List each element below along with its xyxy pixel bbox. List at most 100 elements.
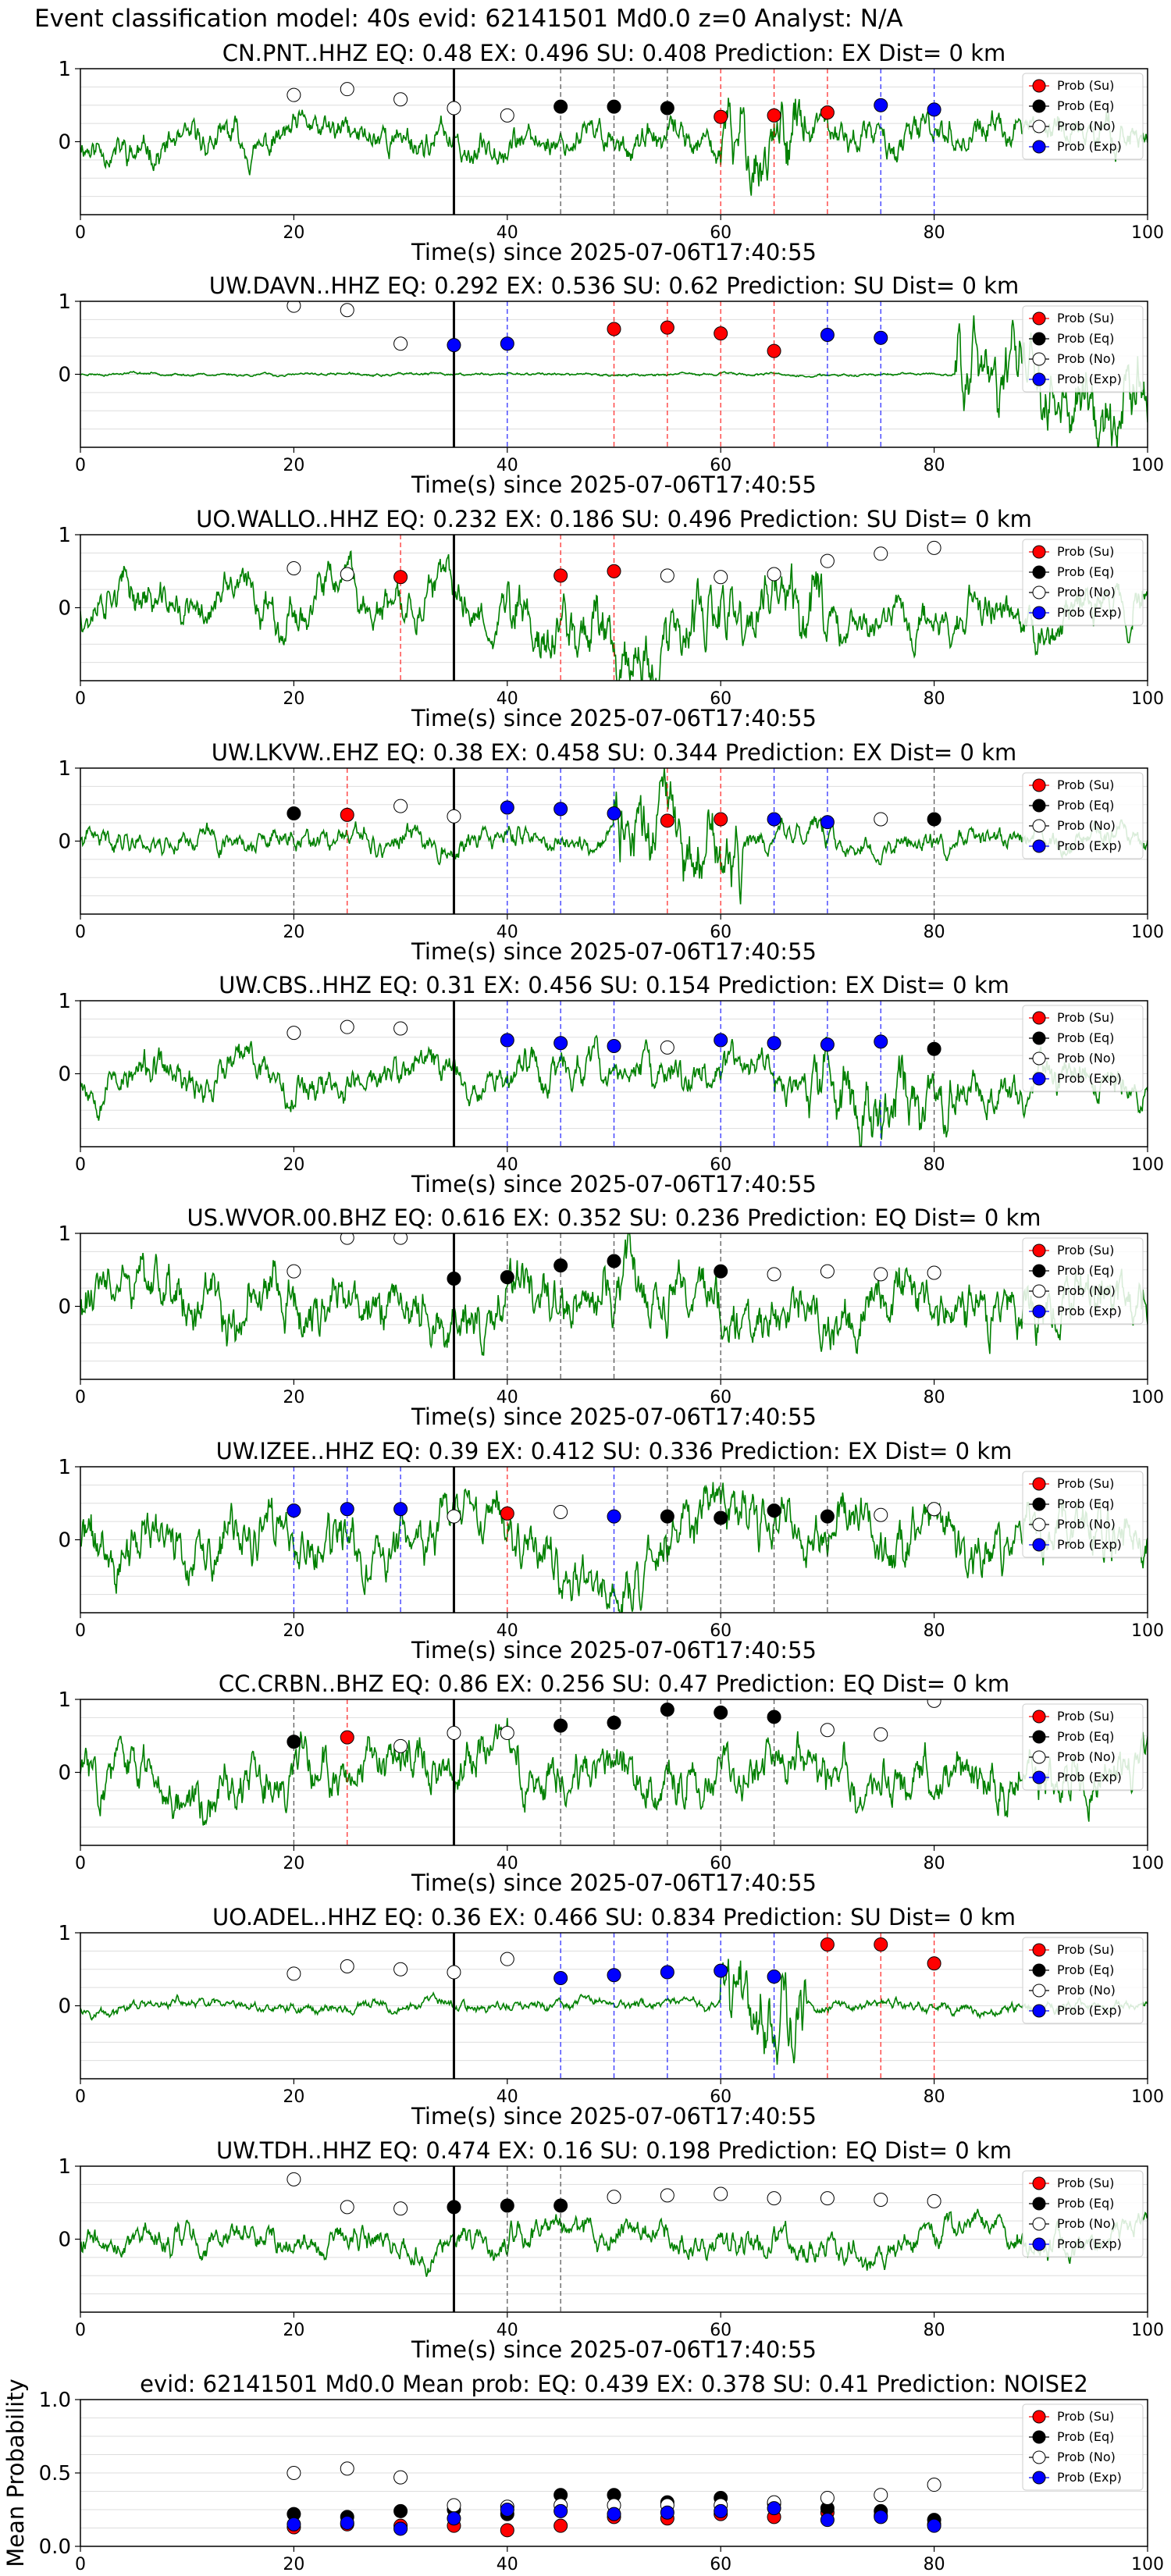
plot-area — [80, 535, 1148, 681]
prob-marker-eq — [287, 806, 301, 820]
x-tick-label: 40 — [497, 1155, 518, 1175]
legend-marker — [1032, 545, 1046, 559]
x-tick-label: 40 — [497, 223, 518, 243]
legend-marker — [1032, 778, 1046, 792]
prob-marker-su — [660, 813, 674, 828]
prob-marker-exp — [820, 1037, 835, 1052]
legend-box — [1022, 539, 1144, 626]
prob-marker-exp — [927, 102, 941, 117]
x-axis-label: Time(s) since 2025-07-06T17:40:55 — [411, 239, 817, 265]
prob-marker-exp — [553, 1970, 568, 1985]
plot-area — [80, 1699, 1148, 1845]
x-tick-label: 60 — [710, 923, 731, 942]
legend-label: Prob (Eq) — [1057, 1962, 1114, 1977]
prob-marker-no — [820, 553, 835, 568]
prob-marker-exp — [607, 1509, 621, 1524]
x-tick-label: 100 — [1131, 1621, 1164, 1641]
prob-marker-no — [340, 567, 354, 582]
prob-marker-exp — [607, 1968, 621, 1983]
panel-title: CN.PNT..HHZ EQ: 0.48 EX: 0.496 SU: 0.408… — [222, 40, 1006, 66]
x-tick-label: 0 — [75, 456, 86, 475]
legend-label: Prob (Su) — [1057, 777, 1114, 792]
x-tick-label: 80 — [924, 456, 945, 475]
legend-label: Prob (No) — [1057, 351, 1116, 366]
station-panel: CN.PNT..HHZ EQ: 0.48 EX: 0.496 SU: 0.408… — [58, 40, 1164, 265]
prob-marker-no — [660, 2188, 674, 2203]
legend-label: Prob (Exp) — [1057, 2470, 1122, 2485]
prob-marker-no — [340, 1019, 354, 1034]
legend-label: Prob (Exp) — [1057, 1770, 1122, 1784]
legend-marker — [1032, 372, 1046, 386]
axes-frame — [80, 1932, 1148, 2080]
prob-marker-eq — [447, 1271, 461, 1286]
y-tick-label: 1 — [58, 290, 71, 314]
prob-marker-no — [287, 1026, 301, 1041]
prob-marker-no — [714, 570, 728, 585]
x-tick-label: 0 — [75, 2555, 86, 2574]
legend-marker — [1032, 2430, 1046, 2444]
x-tick-label: 100 — [1131, 456, 1164, 475]
prob-marker-eq — [607, 1254, 621, 1268]
legend-marker — [1032, 1304, 1046, 1318]
station-panel: UW.CBS..HHZ EQ: 0.31 EX: 0.456 SU: 0.154… — [58, 972, 1164, 1197]
prob-marker-eq — [660, 1509, 674, 1524]
mean-marker-exp — [714, 2503, 728, 2518]
station-panel: UW.DAVN..HHZ EQ: 0.292 EX: 0.536 SU: 0.6… — [58, 272, 1164, 498]
y-tick-label: 1.0 — [39, 2389, 71, 2412]
legend-label: Prob (Eq) — [1057, 1263, 1114, 1278]
x-tick-label: 40 — [497, 1854, 518, 1873]
mean-marker-exp — [553, 2503, 568, 2518]
x-tick-label: 100 — [1131, 2087, 1164, 2107]
legend-marker — [1032, 311, 1046, 326]
legend-marker — [1032, 799, 1046, 813]
x-tick-label: 20 — [283, 2555, 304, 2574]
prob-marker-su — [927, 1956, 941, 1971]
prob-marker-eq — [553, 1718, 568, 1733]
y-tick-label: 0 — [58, 1995, 71, 2019]
prob-marker-eq — [714, 1264, 728, 1279]
legend-label: Prob (Eq) — [1057, 1729, 1114, 1744]
prob-marker-no — [607, 2190, 621, 2204]
prob-marker-exp — [500, 336, 514, 351]
legend-label: Prob (Exp) — [1057, 2236, 1122, 2251]
x-tick-label: 60 — [710, 1621, 731, 1641]
x-tick-label: 60 — [710, 1388, 731, 1407]
x-tick-label: 40 — [497, 689, 518, 709]
prob-marker-no — [874, 1507, 888, 1522]
x-tick-label: 60 — [710, 2321, 731, 2340]
prob-marker-exp — [287, 1503, 301, 1518]
x-tick-label: 80 — [924, 1155, 945, 1175]
x-tick-label: 20 — [283, 2087, 304, 2107]
prob-marker-eq — [500, 2198, 514, 2213]
station-panel: UW.IZEE..HHZ EQ: 0.39 EX: 0.412 SU: 0.33… — [58, 1438, 1164, 1663]
axes-frame — [80, 767, 1148, 915]
prob-marker-eq — [927, 812, 941, 827]
x-tick-label: 100 — [1131, 923, 1164, 942]
mean-marker-exp — [660, 2505, 674, 2520]
legend-label: Prob (Su) — [1057, 311, 1114, 326]
prob-marker-su — [714, 109, 728, 124]
x-tick-label: 20 — [283, 456, 304, 475]
x-tick-label: 40 — [497, 923, 518, 942]
legend-marker — [1032, 606, 1046, 620]
legend-marker — [1032, 79, 1046, 93]
prob-marker-no — [287, 1264, 301, 1279]
mean-marker-exp — [447, 2511, 461, 2526]
x-tick-label: 0 — [75, 2321, 86, 2340]
y-tick-label: 0 — [58, 597, 71, 621]
prob-marker-exp — [500, 1033, 514, 1048]
legend-marker — [1032, 1244, 1046, 1258]
legend-marker — [1032, 565, 1046, 579]
y-tick-label: 0 — [58, 364, 71, 387]
x-tick-label: 80 — [924, 1388, 945, 1407]
mean-marker-exp — [393, 2521, 408, 2536]
x-tick-label: 60 — [710, 1854, 731, 1873]
x-tick-label: 0 — [75, 1155, 86, 1175]
mean-marker-no — [340, 2461, 354, 2476]
y-tick-label: 0 — [58, 1063, 71, 1087]
x-tick-label: 60 — [710, 223, 731, 243]
x-tick-label: 0 — [75, 2087, 86, 2107]
legend-label: Prob (Su) — [1057, 1709, 1114, 1724]
mean-probability-panel: evid: 62141501 Md0.0 Mean prob: EQ: 0.43… — [2, 2371, 1164, 2574]
prob-marker-no — [287, 561, 301, 576]
